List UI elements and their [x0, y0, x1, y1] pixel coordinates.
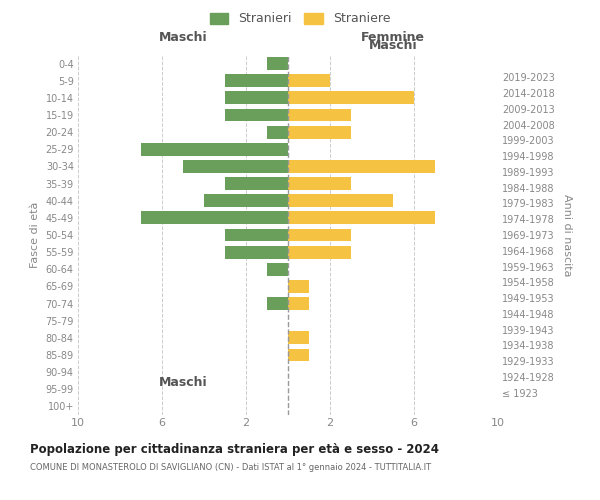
- Bar: [288, 108, 351, 122]
- Bar: [204, 194, 288, 207]
- Bar: [288, 177, 351, 190]
- Text: Popolazione per cittadinanza straniera per età e sesso - 2024: Popolazione per cittadinanza straniera p…: [30, 442, 439, 456]
- Legend: Stranieri, Straniere: Stranieri, Straniere: [206, 8, 394, 29]
- Bar: [288, 194, 393, 207]
- Bar: [288, 126, 351, 138]
- Text: COMUNE DI MONASTEROLO DI SAVIGLIANO (CN) - Dati ISTAT al 1° gennaio 2024 - TUTTI: COMUNE DI MONASTEROLO DI SAVIGLIANO (CN)…: [30, 462, 431, 471]
- Text: Maschi: Maschi: [368, 38, 418, 52]
- Bar: [267, 263, 288, 276]
- Bar: [225, 228, 288, 241]
- Bar: [288, 332, 309, 344]
- Y-axis label: Anni di nascita: Anni di nascita: [562, 194, 572, 276]
- Bar: [288, 74, 330, 87]
- Bar: [267, 57, 288, 70]
- Bar: [267, 126, 288, 138]
- Bar: [288, 160, 435, 173]
- Bar: [225, 246, 288, 258]
- Bar: [183, 160, 288, 173]
- Text: Femmine: Femmine: [361, 31, 425, 44]
- Bar: [288, 92, 414, 104]
- Bar: [288, 212, 435, 224]
- Text: Maschi: Maschi: [158, 376, 208, 388]
- Y-axis label: Fasce di età: Fasce di età: [30, 202, 40, 268]
- Bar: [288, 297, 309, 310]
- Bar: [288, 228, 351, 241]
- Bar: [288, 246, 351, 258]
- Bar: [141, 143, 288, 156]
- Bar: [225, 108, 288, 122]
- Text: Maschi: Maschi: [158, 31, 208, 44]
- Bar: [288, 280, 309, 293]
- Bar: [141, 212, 288, 224]
- Bar: [225, 74, 288, 87]
- Bar: [288, 348, 309, 362]
- Bar: [225, 177, 288, 190]
- Bar: [267, 297, 288, 310]
- Bar: [225, 92, 288, 104]
